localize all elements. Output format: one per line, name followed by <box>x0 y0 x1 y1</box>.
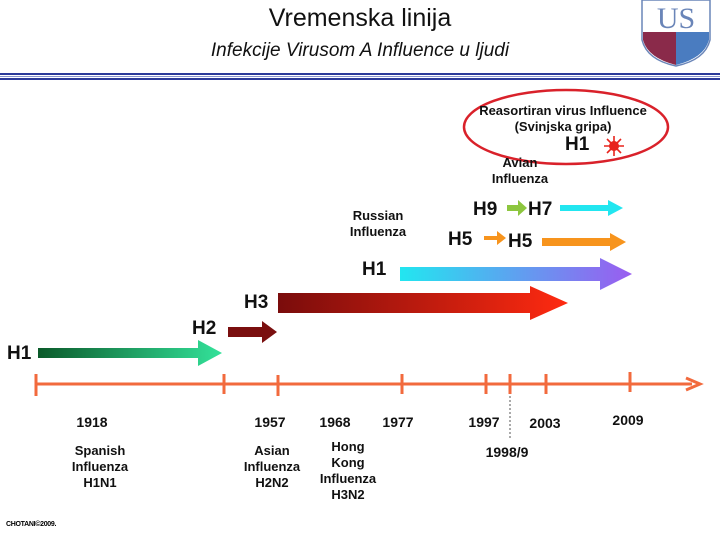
header-divider <box>0 73 720 80</box>
swine-flu-label: Reasortiran virus Influence (Svinjska gri… <box>479 103 647 134</box>
timeline-axis <box>34 372 704 396</box>
label-h2: H2 <box>192 318 217 339</box>
year-2009: 2009 <box>612 412 644 428</box>
label-h5-b: H5 <box>508 231 533 252</box>
copyright: CHOTANI©2009. <box>6 521 57 528</box>
label-h1-2009: H1 <box>565 134 590 155</box>
arrow-h2 <box>228 321 277 343</box>
year-1977: 1977 <box>382 414 414 430</box>
year-1968: 1968 <box>319 414 351 430</box>
year-1998-9: 1998/9 <box>485 444 529 460</box>
year-1997: 1997 <box>468 414 500 430</box>
hong-kong-influenza-label: Hong Kong Influenza H3N2 <box>319 439 377 502</box>
avian-influenza-label: Avian Influenza <box>491 155 549 186</box>
arrow-h1-1977 <box>400 258 632 290</box>
arrow-h9-small <box>507 200 527 216</box>
slide-subtitle: Infekcije Virusom A Influence u ljudi <box>210 40 510 61</box>
asian-influenza-label: Asian Influenza H2N2 <box>243 443 301 490</box>
swine-flu-highlight <box>462 88 670 166</box>
arrow-h7 <box>560 200 623 216</box>
label-h3: H3 <box>244 292 269 313</box>
label-h7: H7 <box>528 199 553 220</box>
year-1918: 1918 <box>76 414 108 430</box>
arrow-h5-small <box>484 231 506 245</box>
year-2003: 2003 <box>529 415 561 431</box>
label-h9: H9 <box>473 199 498 220</box>
russian-influenza-label: Russian Influenza <box>349 208 407 239</box>
year-1957: 1957 <box>254 414 286 430</box>
arrow-h3 <box>278 286 568 320</box>
sun-icon <box>604 136 624 156</box>
arrow-h5 <box>542 233 626 251</box>
slide-title: Vremenska linija <box>268 4 452 32</box>
arrow-h1-1918 <box>38 340 222 366</box>
label-h1-1918: H1 <box>7 343 32 364</box>
label-h5-a: H5 <box>448 229 473 250</box>
spanish-influenza-label: Spanish Influenza H1N1 <box>71 443 129 490</box>
label-h1-1977: H1 <box>362 259 387 280</box>
svg-text:US: US <box>657 2 695 35</box>
usu-logo: US <box>641 0 711 67</box>
